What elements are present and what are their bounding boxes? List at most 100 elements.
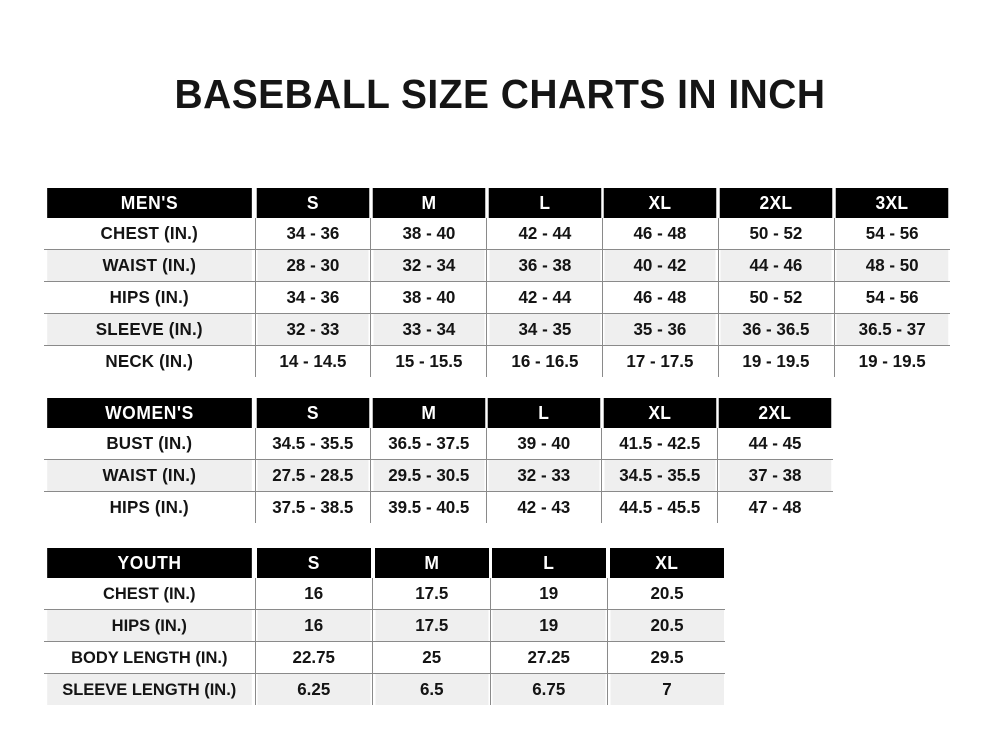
table-cell: 28 - 30 (256, 249, 370, 282)
table-cell: 29.5 (608, 641, 724, 674)
mens-size-table: MEN'S S M L XL 2XL 3XL CHEST (IN.) 34 - … (44, 188, 950, 377)
table-cell: 47 - 48 (718, 491, 832, 523)
table-row: BUST (IN.) 34.5 - 35.5 36.5 - 37.5 39 - … (44, 428, 833, 460)
table-row: BODY LENGTH (IN.) 22.75 25 27.25 29.5 (44, 641, 725, 674)
table-row: HIPS (IN.) 34 - 36 38 - 40 42 - 44 46 - … (44, 281, 950, 314)
mens-column-header-m: M (372, 188, 485, 218)
table-cell: 32 - 33 (256, 313, 370, 346)
table-cell: 44 - 46 (719, 249, 833, 282)
table-cell: 6.75 (491, 673, 606, 705)
mens-column-header-xl: XL (604, 188, 717, 218)
youth-column-header-m: M (374, 548, 489, 578)
table-cell: 36.5 - 37 (835, 313, 949, 346)
table-cell: 54 - 56 (835, 218, 949, 250)
table-cell: 17 - 17.5 (603, 345, 717, 377)
table-cell: 34 - 36 (256, 218, 370, 250)
youth-column-header-l: L (491, 548, 606, 578)
table-row: WAIST (IN.) 28 - 30 32 - 34 36 - 38 40 -… (44, 249, 950, 282)
table-cell: 34.5 - 35.5 (603, 459, 716, 492)
table-row: SLEEVE LENGTH (IN.) 6.25 6.5 6.75 7 (44, 673, 725, 705)
table-cell: 34.5 - 35.5 (256, 428, 369, 460)
table-cell: 33 - 34 (372, 313, 485, 346)
womens-column-header-xl: XL (603, 398, 716, 428)
womens-column-header-l: L (487, 398, 601, 428)
row-label: WAIST (IN.) (47, 459, 252, 492)
womens-column-header-m: M (372, 398, 485, 428)
row-label: SLEEVE LENGTH (IN.) (47, 673, 252, 705)
table-row: SLEEVE (IN.) 32 - 33 33 - 34 34 - 35 35 … (44, 313, 950, 346)
table-row: HIPS (IN.) 37.5 - 38.5 39.5 - 40.5 42 - … (44, 491, 833, 523)
table-cell: 16 (256, 609, 371, 642)
table-cell: 50 - 52 (719, 218, 833, 250)
table-cell: 39.5 - 40.5 (371, 491, 485, 523)
row-label: BUST (IN.) (47, 428, 252, 460)
table-cell: 42 - 44 (487, 218, 601, 250)
table-cell: 29.5 - 30.5 (371, 459, 485, 492)
mens-column-header-l: L (488, 188, 601, 218)
table-cell: 37.5 - 38.5 (256, 491, 369, 523)
mens-column-header-3xl: 3XL (835, 188, 949, 218)
mens-table-header: MEN'S S M L XL 2XL 3XL (44, 188, 950, 218)
table-cell: 46 - 48 (603, 218, 717, 250)
table-cell: 44.5 - 45.5 (603, 491, 716, 523)
table-header-row: WOMEN'S S M L XL 2XL (44, 398, 833, 428)
table-cell: 54 - 56 (835, 281, 949, 314)
table-cell: 50 - 52 (719, 281, 833, 314)
table-cell: 20.5 (608, 578, 724, 610)
youth-column-header-s: S (256, 548, 371, 578)
row-label: HIPS (IN.) (47, 491, 252, 523)
youth-table-header: YOUTH S M L XL (44, 548, 725, 578)
table-row: HIPS (IN.) 16 17.5 19 20.5 (44, 609, 725, 642)
row-label: CHEST (IN.) (47, 218, 252, 250)
table-cell: 19 (491, 578, 606, 610)
youth-size-table: YOUTH S M L XL CHEST (IN.) 16 17.5 19 20… (44, 548, 725, 705)
youth-table-body: CHEST (IN.) 16 17.5 19 20.5 HIPS (IN.) 1… (44, 578, 725, 705)
row-label: HIPS (IN.) (47, 281, 252, 314)
row-label: WAIST (IN.) (47, 249, 252, 282)
mens-column-header-2xl: 2XL (720, 188, 833, 218)
table-cell: 38 - 40 (372, 218, 485, 250)
table-cell: 32 - 34 (372, 249, 485, 282)
table-cell: 19 - 19.5 (719, 345, 833, 377)
table-cell: 6.5 (373, 673, 489, 705)
table-cell: 36.5 - 37.5 (371, 428, 485, 460)
table-cell: 38 - 40 (372, 281, 485, 314)
row-label: NECK (IN.) (47, 345, 252, 377)
table-cell: 36 - 38 (487, 249, 601, 282)
table-cell: 27.25 (491, 641, 606, 674)
table-cell: 27.5 - 28.5 (256, 459, 369, 492)
page-title: BASEBALL SIZE CHARTS IN INCH (174, 71, 826, 117)
womens-table-header: WOMEN'S S M L XL 2XL (44, 398, 833, 428)
table-row: NECK (IN.) 14 - 14.5 15 - 15.5 16 - 16.5… (44, 345, 950, 377)
table-cell: 40 - 42 (603, 249, 717, 282)
table-cell: 16 (256, 578, 371, 610)
table-cell: 34 - 36 (256, 281, 370, 314)
table-cell: 15 - 15.5 (372, 345, 485, 377)
table-cell: 22.75 (256, 641, 371, 674)
table-cell: 17.5 (373, 578, 489, 610)
table-cell: 42 - 44 (487, 281, 601, 314)
row-label: HIPS (IN.) (47, 609, 252, 642)
table-cell: 32 - 33 (487, 459, 601, 492)
womens-table-body: BUST (IN.) 34.5 - 35.5 36.5 - 37.5 39 - … (44, 428, 833, 523)
table-cell: 42 - 43 (487, 491, 601, 523)
mens-column-header-s: S (256, 188, 370, 218)
row-label: BODY LENGTH (IN.) (47, 641, 252, 674)
table-row: CHEST (IN.) 34 - 36 38 - 40 42 - 44 46 -… (44, 218, 950, 250)
table-cell: 19 (491, 609, 606, 642)
womens-column-header-2xl: 2XL (719, 398, 832, 428)
youth-column-header-xl: XL (609, 548, 724, 578)
table-cell: 37 - 38 (718, 459, 832, 492)
table-row: WAIST (IN.) 27.5 - 28.5 29.5 - 30.5 32 -… (44, 459, 833, 492)
table-cell: 41.5 - 42.5 (603, 428, 716, 460)
table-cell: 6.25 (256, 673, 371, 705)
womens-column-header-s: S (256, 398, 369, 428)
table-cell: 20.5 (608, 609, 724, 642)
youth-group-label: YOUTH (47, 548, 252, 578)
row-label: SLEEVE (IN.) (47, 313, 252, 346)
table-cell: 16 - 16.5 (487, 345, 601, 377)
table-cell: 14 - 14.5 (256, 345, 370, 377)
row-label: CHEST (IN.) (47, 578, 252, 610)
table-cell: 19 - 19.5 (835, 345, 949, 377)
